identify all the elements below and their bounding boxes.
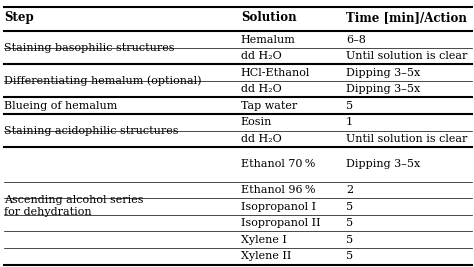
Text: dd H₂O: dd H₂O xyxy=(241,134,282,144)
Text: dd H₂O: dd H₂O xyxy=(241,51,282,61)
Text: Isopropanol II: Isopropanol II xyxy=(241,218,320,228)
Text: Ethanol 96 %: Ethanol 96 % xyxy=(241,185,315,195)
Text: 6–8: 6–8 xyxy=(346,34,366,45)
Text: HCl-Ethanol: HCl-Ethanol xyxy=(241,68,310,78)
Text: Dipping 3–5x: Dipping 3–5x xyxy=(346,68,420,78)
Text: Staining acidophilic structures: Staining acidophilic structures xyxy=(4,125,178,136)
Text: 5: 5 xyxy=(346,101,353,111)
Text: Dipping 3–5x: Dipping 3–5x xyxy=(346,159,420,170)
Text: Staining basophilic structures: Staining basophilic structures xyxy=(4,43,174,53)
Text: Dipping 3–5x: Dipping 3–5x xyxy=(346,84,420,94)
Text: dd H₂O: dd H₂O xyxy=(241,84,282,94)
Text: Until solution is clear: Until solution is clear xyxy=(346,134,467,144)
Text: Solution: Solution xyxy=(241,11,296,24)
Text: Step: Step xyxy=(4,11,34,24)
Text: Differentiating hemalum (optional): Differentiating hemalum (optional) xyxy=(4,76,201,86)
Text: Eosin: Eosin xyxy=(241,117,272,127)
Text: 5: 5 xyxy=(346,235,353,245)
Text: Xylene II: Xylene II xyxy=(241,251,291,261)
Text: 2: 2 xyxy=(346,185,353,195)
Text: 5: 5 xyxy=(346,202,353,212)
Text: Hemalum: Hemalum xyxy=(241,34,296,45)
Text: Time [min]/Action: Time [min]/Action xyxy=(346,11,467,24)
Text: 1: 1 xyxy=(346,117,353,127)
Text: Ethanol 70 %: Ethanol 70 % xyxy=(241,159,315,170)
Text: 5: 5 xyxy=(346,251,353,261)
Text: Tap water: Tap water xyxy=(241,101,297,111)
Text: Xylene I: Xylene I xyxy=(241,235,287,245)
Text: Blueing of hemalum: Blueing of hemalum xyxy=(4,101,117,111)
Text: Isopropanol I: Isopropanol I xyxy=(241,202,316,212)
Text: 5: 5 xyxy=(346,218,353,228)
Text: Until solution is clear: Until solution is clear xyxy=(346,51,467,61)
Text: Ascending alcohol series
for dehydration: Ascending alcohol series for dehydration xyxy=(4,195,143,217)
